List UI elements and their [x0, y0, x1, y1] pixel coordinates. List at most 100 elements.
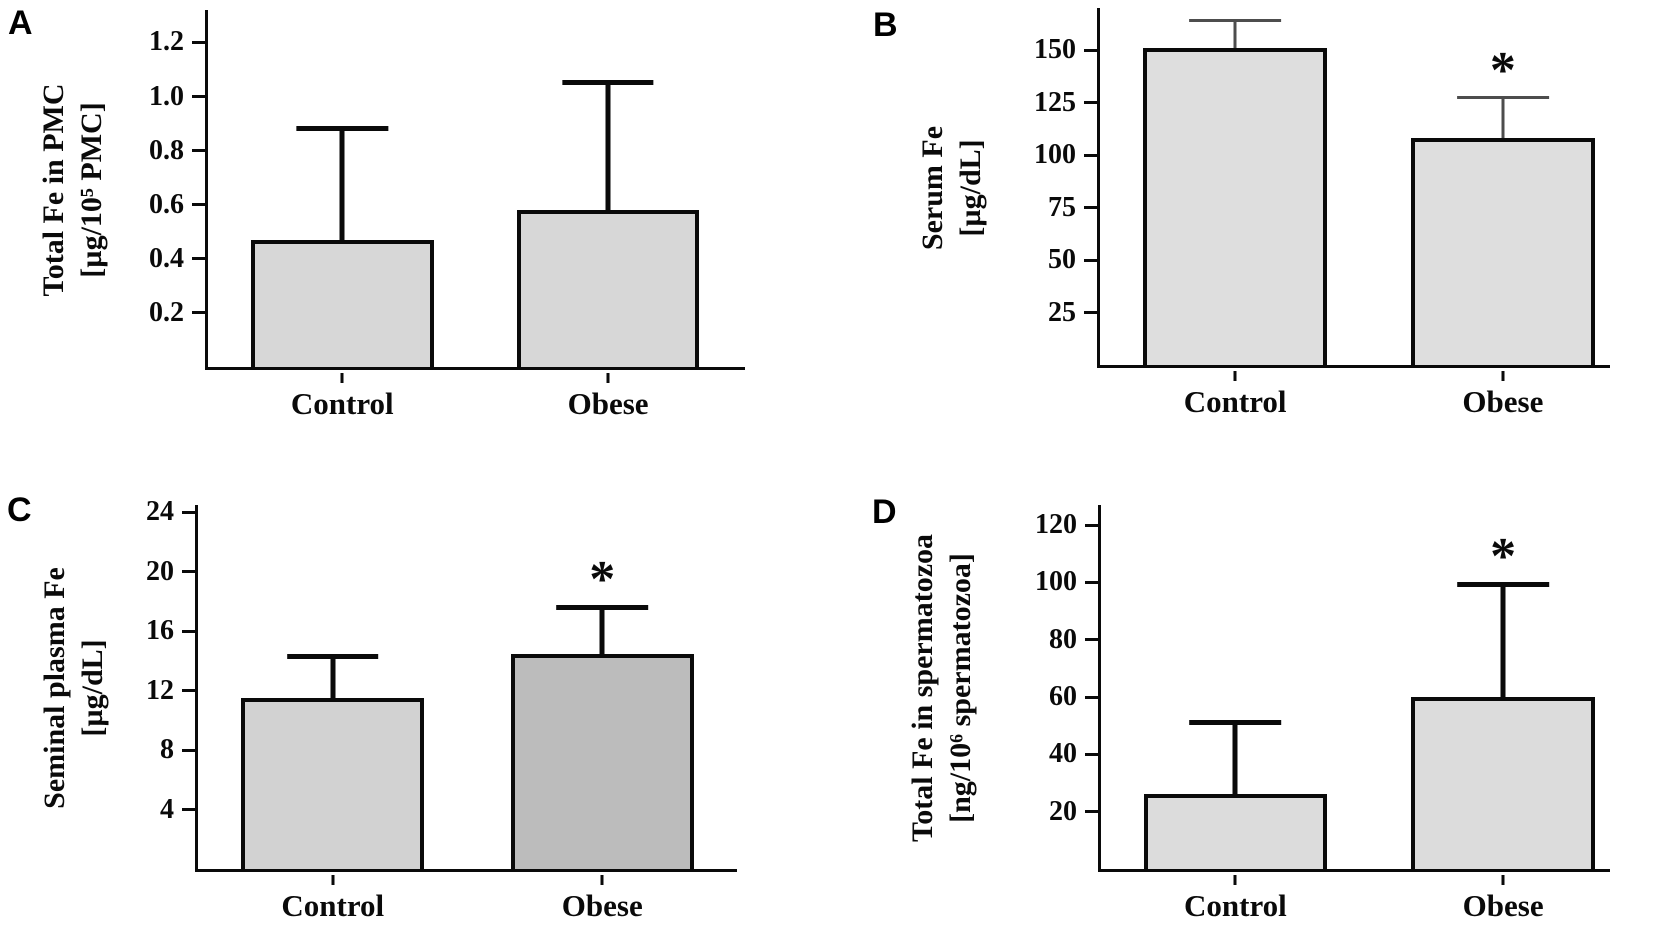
y-tick: [182, 808, 195, 812]
y-axis-label: Seminal plasma Fe [µg/dL]: [36, 567, 112, 809]
error-bar-cap-control: [296, 126, 388, 132]
error-bar-stem-control: [339, 126, 345, 240]
y-tick: [192, 311, 205, 315]
x-tick: [1501, 371, 1505, 381]
panel-letter-d: D: [872, 493, 897, 531]
x-tick: [1501, 875, 1505, 885]
panel-letter-b: B: [873, 6, 898, 44]
x-tick: [331, 875, 335, 885]
y-tick: [192, 149, 205, 153]
y-tick: [182, 689, 195, 693]
y-tick: [192, 257, 205, 261]
y-tick-label: 0.8: [149, 134, 184, 166]
y-tick-label: 100: [1035, 566, 1077, 598]
y-tick: [1085, 752, 1098, 756]
x-category-label-control: Control: [1183, 888, 1287, 923]
y-axis-label: Total Fe in spermatozoa [ng/10⁶ spermatoz…: [904, 534, 980, 842]
y-tick-label: 24: [146, 496, 174, 528]
x-tick: [1233, 371, 1237, 381]
y-tick-label: 8: [160, 734, 174, 766]
error-bar-stem-control: [330, 653, 336, 699]
significance-asterisk: *: [589, 550, 616, 608]
y-tick: [1085, 638, 1098, 642]
y-tick-label: 12: [146, 674, 174, 706]
y-axis-label-line-1: Serum Fe: [916, 125, 949, 251]
y-tick: [1084, 206, 1097, 210]
y-tick: [182, 570, 195, 574]
y-tick-label: 0.2: [149, 296, 184, 328]
y-tick: [1084, 101, 1097, 104]
panel-letter-c: C: [7, 491, 32, 529]
error-bar-cap-obese: [1457, 582, 1549, 588]
panel-letter-a: A: [8, 4, 33, 42]
x-tick: [600, 875, 604, 885]
y-axis-label-line-2: [µg/10⁵ PMC]: [75, 102, 108, 278]
y-tick-label: 4: [160, 793, 174, 825]
panel-c: C Seminal plasma Fe [µg/dL] 4 8 12 16 20 24 Contr…: [0, 440, 800, 940]
bar-obese: [1411, 138, 1595, 365]
y-tick-label: 120: [1035, 509, 1077, 541]
plot-area: 0.2 0.4 0.6 0.8 1.0 1.2 Control Obese: [149, 10, 745, 421]
y-tick-label: 80: [1049, 623, 1077, 655]
error-bar-stem-obese: [605, 80, 611, 211]
y-tick: [192, 95, 205, 99]
x-category-label-obese: Obese: [561, 888, 643, 923]
error-bar-stem-obese: [599, 604, 605, 654]
x-category-label-control: Control: [281, 888, 385, 923]
y-axis-label: Serum Fe [µg/dL]: [914, 126, 990, 250]
y-tick: [1085, 810, 1098, 814]
bar-obese: [516, 210, 700, 367]
y-axis-label-line-1: Total Fe in spermatozoa: [906, 533, 939, 843]
y-tick: [1084, 48, 1097, 52]
y-tick-label: 60: [1049, 681, 1077, 713]
plot-area: 25 50 75 100 125 150 Control * Obese: [1034, 8, 1610, 419]
significance-asterisk: *: [1490, 528, 1517, 586]
y-tick: [192, 203, 205, 207]
y-tick-label: 20: [146, 555, 174, 587]
y-tick-label: 40: [1049, 738, 1077, 770]
y-tick-label: 100: [1034, 139, 1076, 170]
x-category-label-obese: Obese: [1462, 888, 1544, 923]
y-tick: [1084, 258, 1097, 262]
y-tick-label: 150: [1034, 34, 1076, 66]
error-bar-stem-obese: [1500, 582, 1506, 698]
plot-area: 20 40 60 80 100 120 Control * Obese: [1035, 505, 1610, 923]
y-tick: [1085, 695, 1098, 699]
y-tick-label: 125: [1034, 86, 1076, 118]
error-bar-cap-obese: [562, 80, 654, 86]
y-axis-label-line-1: Total Fe in PMC: [37, 83, 70, 297]
y-tick-label: 75: [1048, 191, 1076, 223]
panel-b: B Serum Fe [µg/dL] 25 50 75 100 125 150 Control * O…: [800, 0, 1656, 440]
error-bar-cap-control: [1189, 719, 1282, 725]
error-bar-stem-control: [1233, 18, 1237, 48]
bar-control: [241, 698, 425, 869]
error-bar-cap-control: [286, 653, 379, 659]
y-axis-label-line-2: [ng/10⁶ spermatozoa]: [944, 553, 977, 823]
panel-d: D Total Fe in spermatozoa [ng/10⁶ spermato…: [800, 440, 1656, 940]
x-category-label-obese: Obese: [1462, 384, 1544, 419]
bar-control: [1143, 794, 1327, 869]
y-tick: [182, 510, 195, 514]
y-tick-label: 0.4: [149, 242, 184, 274]
significance-asterisk: *: [1489, 42, 1516, 100]
x-category-label-obese: Obese: [567, 386, 649, 421]
error-bar-stem-obese: [1501, 96, 1505, 139]
bar-obese: [510, 653, 694, 869]
y-axis-label-line-1: Seminal plasma Fe: [38, 567, 71, 809]
x-tick: [1233, 875, 1237, 885]
y-tick: [182, 748, 195, 752]
error-bar-cap-obese: [556, 604, 649, 610]
bar-control: [250, 239, 434, 367]
bar-obese: [1411, 697, 1595, 869]
y-tick-label: 25: [1048, 296, 1076, 328]
error-bar-cap-control: [1189, 18, 1282, 22]
y-axis-label-line-2: [µg/dL]: [76, 639, 109, 737]
x-category-label-control: Control: [1183, 384, 1287, 419]
y-tick: [1084, 153, 1097, 157]
bar-control: [1143, 47, 1327, 365]
x-tick: [606, 373, 610, 383]
x-category-label-control: Control: [290, 386, 394, 421]
y-tick: [1084, 311, 1097, 315]
x-tick: [340, 373, 344, 383]
